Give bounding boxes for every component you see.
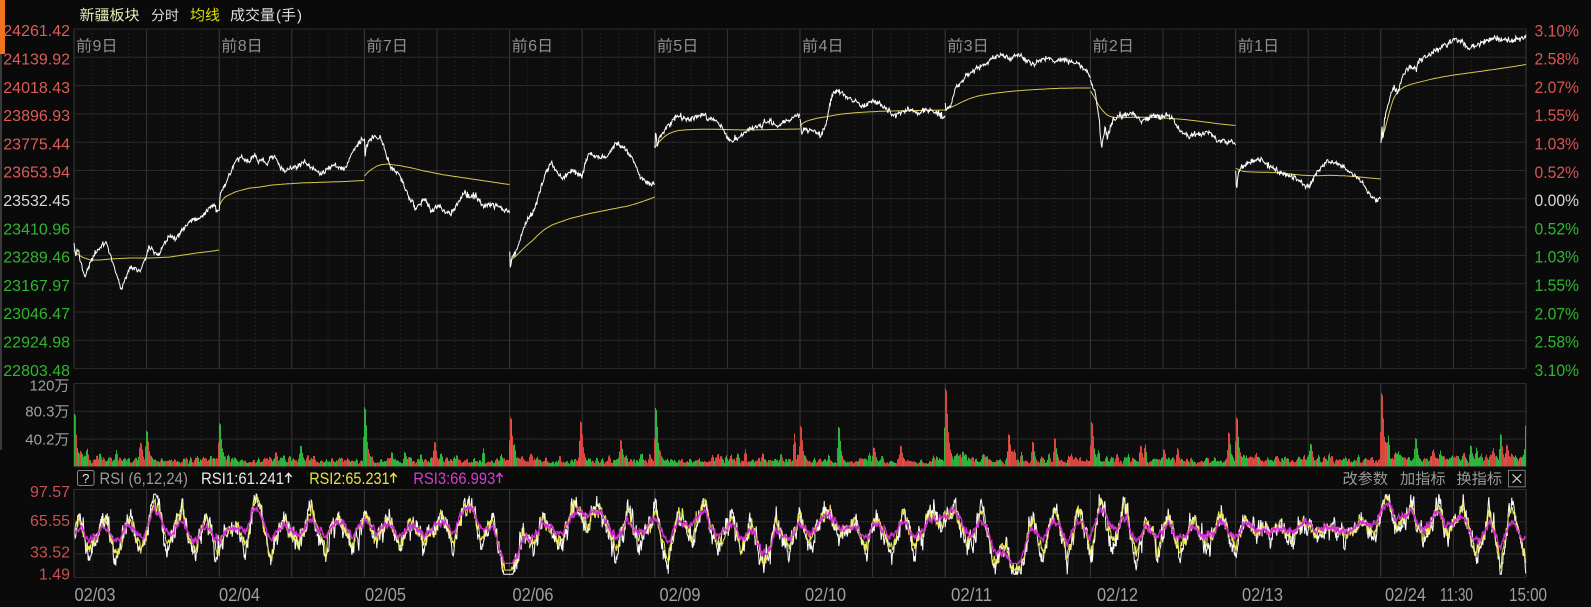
svg-text:9: 9 — [93, 38, 102, 55]
svg-text:23653.94: 23653.94 — [3, 165, 70, 182]
svg-text:02/05: 02/05 — [365, 585, 406, 605]
svg-text:23289.46: 23289.46 — [3, 250, 70, 267]
svg-text:02/13: 02/13 — [1242, 585, 1283, 605]
svg-text:3.10%: 3.10% — [1535, 21, 1580, 40]
svg-text:22924.98: 22924.98 — [3, 335, 70, 352]
svg-text:2.07%: 2.07% — [1535, 78, 1580, 97]
svg-text:23775.44: 23775.44 — [3, 136, 70, 153]
svg-text:02/24: 02/24 — [1385, 585, 1426, 605]
svg-text:24139.92: 24139.92 — [3, 52, 70, 69]
svg-text:?: ? — [82, 471, 89, 486]
svg-text:22803.48: 22803.48 — [3, 363, 70, 380]
svg-text:2.07%: 2.07% — [1535, 304, 1580, 323]
svg-text:0.52%: 0.52% — [1535, 163, 1580, 182]
svg-text:RSI (6,12,24): RSI (6,12,24) — [100, 469, 188, 488]
svg-text:24261.42: 24261.42 — [3, 23, 70, 40]
svg-text:80.3: 80.3 — [25, 403, 54, 420]
svg-text:1.55%: 1.55% — [1535, 106, 1580, 125]
svg-text:RSI3:66.993: RSI3:66.993 — [413, 469, 495, 488]
svg-text:23167.97: 23167.97 — [3, 278, 70, 295]
svg-text:120: 120 — [29, 378, 54, 395]
svg-text:1.03%: 1.03% — [1535, 135, 1580, 154]
svg-text:02/03: 02/03 — [75, 585, 116, 605]
svg-text:02/09: 02/09 — [660, 585, 701, 605]
svg-text:0.00%: 0.00% — [1535, 191, 1580, 210]
svg-text:11:30: 11:30 — [1440, 585, 1473, 605]
svg-text:1: 1 — [1254, 38, 1263, 55]
svg-text:7: 7 — [383, 38, 392, 55]
svg-text:1.03%: 1.03% — [1535, 248, 1580, 267]
svg-text:24018.43: 24018.43 — [3, 80, 70, 97]
svg-text:02/11: 02/11 — [951, 585, 992, 605]
svg-text:02/04: 02/04 — [219, 585, 260, 605]
svg-text:02/10: 02/10 — [805, 585, 846, 605]
svg-text:1.55%: 1.55% — [1535, 276, 1580, 295]
svg-text:6: 6 — [528, 38, 537, 55]
svg-text:33.52: 33.52 — [30, 544, 70, 561]
svg-text:2.58%: 2.58% — [1535, 50, 1580, 69]
svg-text:(: ( — [276, 7, 281, 24]
svg-text:0.52%: 0.52% — [1535, 219, 1580, 238]
svg-text:): ) — [297, 7, 302, 24]
svg-text:15:00: 15:00 — [1509, 585, 1547, 605]
svg-text:23896.93: 23896.93 — [3, 108, 70, 125]
svg-text:02/06: 02/06 — [513, 585, 554, 605]
svg-text:RSI1:61.241: RSI1:61.241 — [201, 469, 284, 488]
svg-text:02/12: 02/12 — [1097, 585, 1138, 605]
svg-text:2.58%: 2.58% — [1535, 333, 1580, 352]
svg-text:RSI2:65.231: RSI2:65.231 — [309, 469, 389, 488]
svg-text:2: 2 — [1109, 38, 1118, 55]
svg-text:23046.47: 23046.47 — [3, 306, 70, 323]
svg-text:97.57: 97.57 — [30, 484, 70, 501]
svg-text:4: 4 — [819, 38, 828, 55]
svg-text:3.10%: 3.10% — [1535, 361, 1580, 380]
svg-text:65.55: 65.55 — [30, 513, 70, 530]
svg-text:23410.96: 23410.96 — [3, 221, 70, 238]
svg-text:23532.45: 23532.45 — [3, 193, 70, 210]
svg-text:40.2: 40.2 — [25, 431, 54, 448]
svg-text:5: 5 — [673, 38, 682, 55]
svg-text:8: 8 — [238, 38, 247, 55]
svg-text:3: 3 — [964, 38, 973, 55]
svg-text:1.49: 1.49 — [39, 566, 70, 583]
